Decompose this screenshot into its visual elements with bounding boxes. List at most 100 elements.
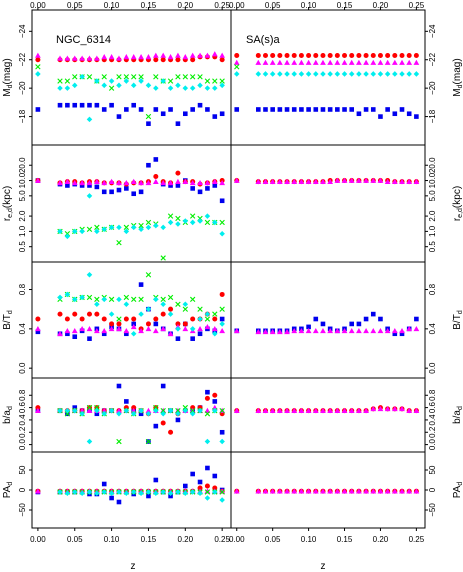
point-left-BT-s3 — [204, 316, 211, 322]
point-left-PA-s4 — [57, 489, 63, 495]
point-right-PA-s2 — [276, 488, 283, 494]
point-right-Md-s1 — [392, 52, 398, 58]
point-left-re-s0 — [124, 186, 129, 191]
point-left-Md-s2 — [64, 55, 71, 61]
point-right-Md-s2 — [320, 59, 326, 65]
point-left-BT-s1 — [64, 316, 70, 322]
point-left-re-s2 — [93, 178, 100, 184]
point-right-re-s2 — [334, 177, 341, 183]
y-tick-label-right: 0.8 — [428, 283, 437, 295]
point-left-BT-s2 — [145, 325, 152, 332]
point-right-Md-s3 — [341, 71, 348, 77]
point-right-Md-s2 — [399, 59, 405, 65]
point-left-ba-s4 — [57, 407, 63, 414]
point-left-PA-s4 — [108, 490, 115, 496]
point-left-ba-s0 — [219, 429, 225, 435]
point-left-BT-s0-ref — [35, 329, 41, 335]
point-left-BT-s4 — [79, 294, 85, 301]
point-right-ba-s2 — [377, 405, 384, 412]
point-right-Md-s2 — [269, 59, 276, 65]
point-left-ba-s4 — [153, 407, 159, 414]
point-left-BT-s4 — [153, 296, 159, 303]
point-right-Md-s0 — [299, 107, 304, 112]
point-right-Md-s1 — [356, 52, 362, 58]
point-right-Md-s1 — [377, 52, 383, 58]
point-left-re-s4 — [57, 228, 63, 235]
point-right-BT-s0 — [320, 321, 326, 327]
point-left-re-s4 — [189, 219, 196, 226]
point-left-Md-s0 — [116, 114, 122, 119]
point-left-PA-s4 — [204, 495, 211, 501]
point-left-Md-s2 — [138, 54, 144, 60]
point-right-Md-s1 — [270, 52, 276, 58]
x-tick-label-bottom: 0.25 — [409, 535, 425, 544]
point-right-ba-s2 — [255, 407, 262, 413]
point-left-ba-s3 — [204, 411, 211, 417]
y-tick-label-left: 50 — [18, 465, 27, 474]
point-left-re-s0 — [79, 183, 85, 188]
point-left-ba-s2-ref — [35, 407, 41, 413]
point-left-Md-s4 — [116, 82, 122, 89]
point-left-PA-s4 — [219, 497, 225, 503]
point-left-BT-s4 — [175, 326, 181, 332]
point-right-ba-s2 — [312, 407, 319, 413]
y-axis-label-left: PAd — [2, 482, 14, 499]
point-left-re-s4 — [175, 221, 181, 227]
point-left-Md-s4 — [138, 78, 144, 84]
point-left-BT-s3 — [94, 296, 100, 303]
point-left-re-s2 — [130, 178, 137, 184]
point-right-BT-s2 — [276, 328, 283, 335]
point-left-re-s4 — [212, 219, 218, 226]
point-right-re-s2 — [269, 178, 276, 184]
point-left-re-s0 — [153, 157, 159, 162]
point-right-BT-s2 — [269, 328, 276, 335]
point-left-re-s4 — [204, 213, 211, 219]
point-right-PA-s2 — [262, 488, 269, 494]
panel-frame-re-right — [230, 144, 426, 263]
point-right-Md-s2 — [391, 59, 398, 65]
point-left-Md-s3 — [86, 74, 93, 80]
point-left-BT-s1 — [72, 311, 78, 317]
point-left-PA-s4 — [138, 490, 144, 496]
point-right-PA-s2 — [298, 488, 305, 494]
point-right-BT-s2-ref — [233, 327, 240, 334]
point-right-PA-s2 — [269, 488, 276, 494]
point-left-BT-s2 — [79, 325, 85, 332]
point-right-Md-s3 — [392, 71, 398, 77]
point-left-Md-s2 — [101, 54, 108, 60]
point-right-ba-s2 — [305, 407, 312, 413]
x-axis-label-right: z — [321, 561, 326, 572]
point-left-BT-s2 — [71, 327, 78, 334]
point-right-PA-s2 — [312, 488, 319, 494]
point-right-PA-s2 — [399, 488, 405, 494]
point-left-BT-s2 — [101, 327, 108, 334]
point-left-BT-s0 — [190, 336, 195, 341]
point-left-ba-s3 — [160, 407, 166, 414]
y-tick-label-left: 0.8 — [18, 283, 27, 295]
point-left-re-s2 — [204, 179, 211, 186]
point-left-ba-s2 — [116, 407, 122, 413]
point-left-ba-s0 — [212, 399, 218, 404]
point-left-Md-s4 — [175, 82, 181, 89]
point-left-re-s4 — [116, 224, 122, 231]
point-right-BT-s2 — [284, 328, 290, 335]
point-left-Md-s2 — [197, 52, 203, 58]
point-left-Md-s0 — [57, 102, 63, 108]
panel-frame-ba-left — [31, 377, 232, 453]
point-left-re-s0 — [168, 183, 173, 188]
point-left-Md-s3 — [204, 78, 211, 84]
y-tick-label-left: 0.8 — [18, 389, 27, 401]
point-left-Md-s2 — [86, 55, 93, 61]
point-left-PA-s0 — [109, 495, 114, 501]
point-right-Md-s3-ref — [233, 71, 240, 77]
point-left-re-s2 — [138, 179, 144, 186]
point-right-PA-s2 — [284, 488, 290, 494]
point-right-Md-s2 — [262, 59, 269, 65]
point-left-re-s0 — [131, 191, 137, 197]
y-tick-label-left: 0.6 — [18, 401, 27, 413]
point-right-Md-s1 — [399, 52, 405, 58]
point-left-PA-s4 — [160, 489, 166, 495]
point-right-PA-s2 — [391, 488, 398, 494]
point-left-PA-s0 — [205, 465, 210, 471]
